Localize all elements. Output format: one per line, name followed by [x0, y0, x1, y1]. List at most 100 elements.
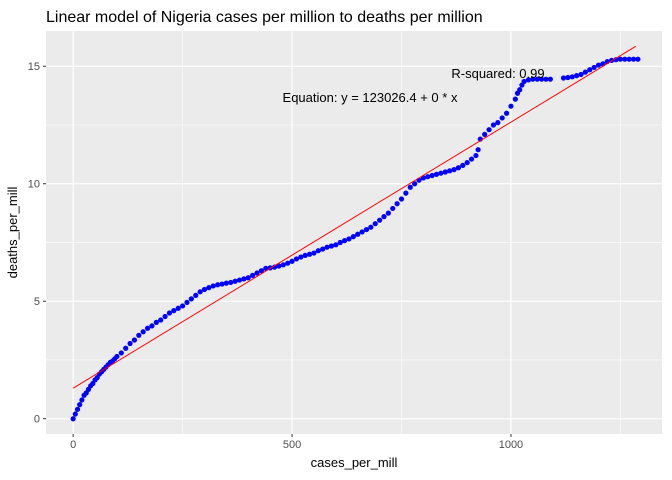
data-point — [210, 283, 216, 289]
data-point — [250, 272, 256, 278]
data-point — [228, 279, 234, 286]
data-point — [328, 243, 335, 249]
data-point — [131, 337, 138, 343]
chart-title: Linear model of Nigeria cases per millio… — [46, 9, 483, 26]
data-point — [201, 286, 208, 293]
data-point — [315, 248, 321, 254]
data-point — [219, 281, 225, 287]
data-point — [285, 260, 291, 266]
data-point — [127, 340, 133, 347]
data-point — [499, 115, 505, 121]
data-point — [635, 56, 641, 62]
data-point — [337, 239, 343, 246]
data-point — [455, 165, 462, 171]
data-point — [136, 332, 142, 338]
data-point — [70, 416, 76, 422]
data-point — [197, 289, 203, 295]
data-point — [574, 73, 580, 79]
y-tick-label: 10 — [28, 179, 40, 191]
data-point — [539, 76, 545, 82]
data-point — [587, 67, 593, 73]
data-point — [381, 214, 387, 220]
data-point — [241, 276, 247, 282]
data-point — [565, 74, 571, 81]
data-point — [403, 190, 409, 196]
data-point — [158, 317, 164, 323]
data-point — [74, 406, 81, 412]
data-point — [442, 169, 448, 175]
data-point — [582, 69, 588, 75]
data-point — [175, 305, 181, 311]
data-point — [153, 319, 159, 325]
y-tick-label: 15 — [28, 61, 40, 73]
y-axis-label: deaths_per_mill — [5, 187, 20, 279]
data-point — [363, 226, 370, 233]
data-point — [140, 329, 146, 335]
data-point — [591, 64, 597, 71]
data-point — [280, 262, 286, 268]
data-point — [72, 411, 78, 417]
data-point — [184, 299, 190, 306]
equation-annotation: Equation: y = 123026.4 + 0 * x — [283, 90, 458, 105]
data-point — [355, 231, 361, 237]
data-point — [495, 120, 501, 126]
data-point — [302, 252, 308, 259]
data-point — [215, 282, 221, 288]
data-point — [394, 201, 400, 207]
data-point — [390, 205, 396, 212]
data-point — [508, 103, 514, 109]
data-point — [359, 229, 365, 235]
data-point — [254, 270, 260, 276]
data-point — [114, 353, 120, 360]
data-point — [622, 56, 628, 62]
data-point — [324, 244, 330, 250]
data-point — [236, 277, 243, 283]
x-tick-label: 0 — [70, 439, 76, 451]
data-point — [179, 303, 186, 309]
data-point — [578, 71, 584, 78]
data-point — [258, 268, 265, 274]
data-point — [512, 96, 518, 102]
data-point — [79, 397, 85, 403]
data-point — [473, 152, 479, 159]
data-point — [193, 292, 199, 298]
data-point — [368, 224, 374, 230]
data-point — [289, 258, 295, 264]
data-point — [372, 221, 378, 227]
data-point — [333, 242, 339, 248]
y-axis-ticks: 0 5 10 15 — [28, 61, 46, 426]
data-point — [482, 131, 488, 137]
data-point — [346, 236, 352, 242]
data-point — [438, 170, 444, 176]
data-point — [530, 76, 536, 82]
data-point — [377, 217, 383, 223]
data-point — [223, 280, 229, 286]
data-point — [118, 350, 124, 356]
data-point — [547, 76, 553, 82]
data-point — [460, 162, 466, 169]
data-point — [398, 196, 405, 202]
data-point — [534, 76, 540, 82]
data-point — [311, 250, 317, 256]
x-axis-label: cases_per_mill — [311, 455, 398, 470]
data-point — [626, 56, 632, 62]
data-point — [521, 78, 527, 85]
data-point — [162, 313, 168, 320]
data-point — [123, 345, 129, 351]
data-point — [630, 56, 637, 62]
data-point — [232, 278, 238, 284]
data-point — [468, 156, 475, 162]
y-tick-label: 5 — [34, 296, 40, 308]
data-point — [429, 172, 435, 179]
data-point — [486, 127, 492, 133]
data-point — [171, 308, 177, 314]
data-point — [517, 87, 523, 93]
data-point — [433, 171, 440, 177]
data-point — [293, 256, 300, 262]
data-point — [320, 246, 326, 252]
data-point — [271, 264, 278, 270]
data-point — [451, 167, 457, 173]
data-point — [341, 238, 348, 244]
data-point — [412, 181, 418, 187]
